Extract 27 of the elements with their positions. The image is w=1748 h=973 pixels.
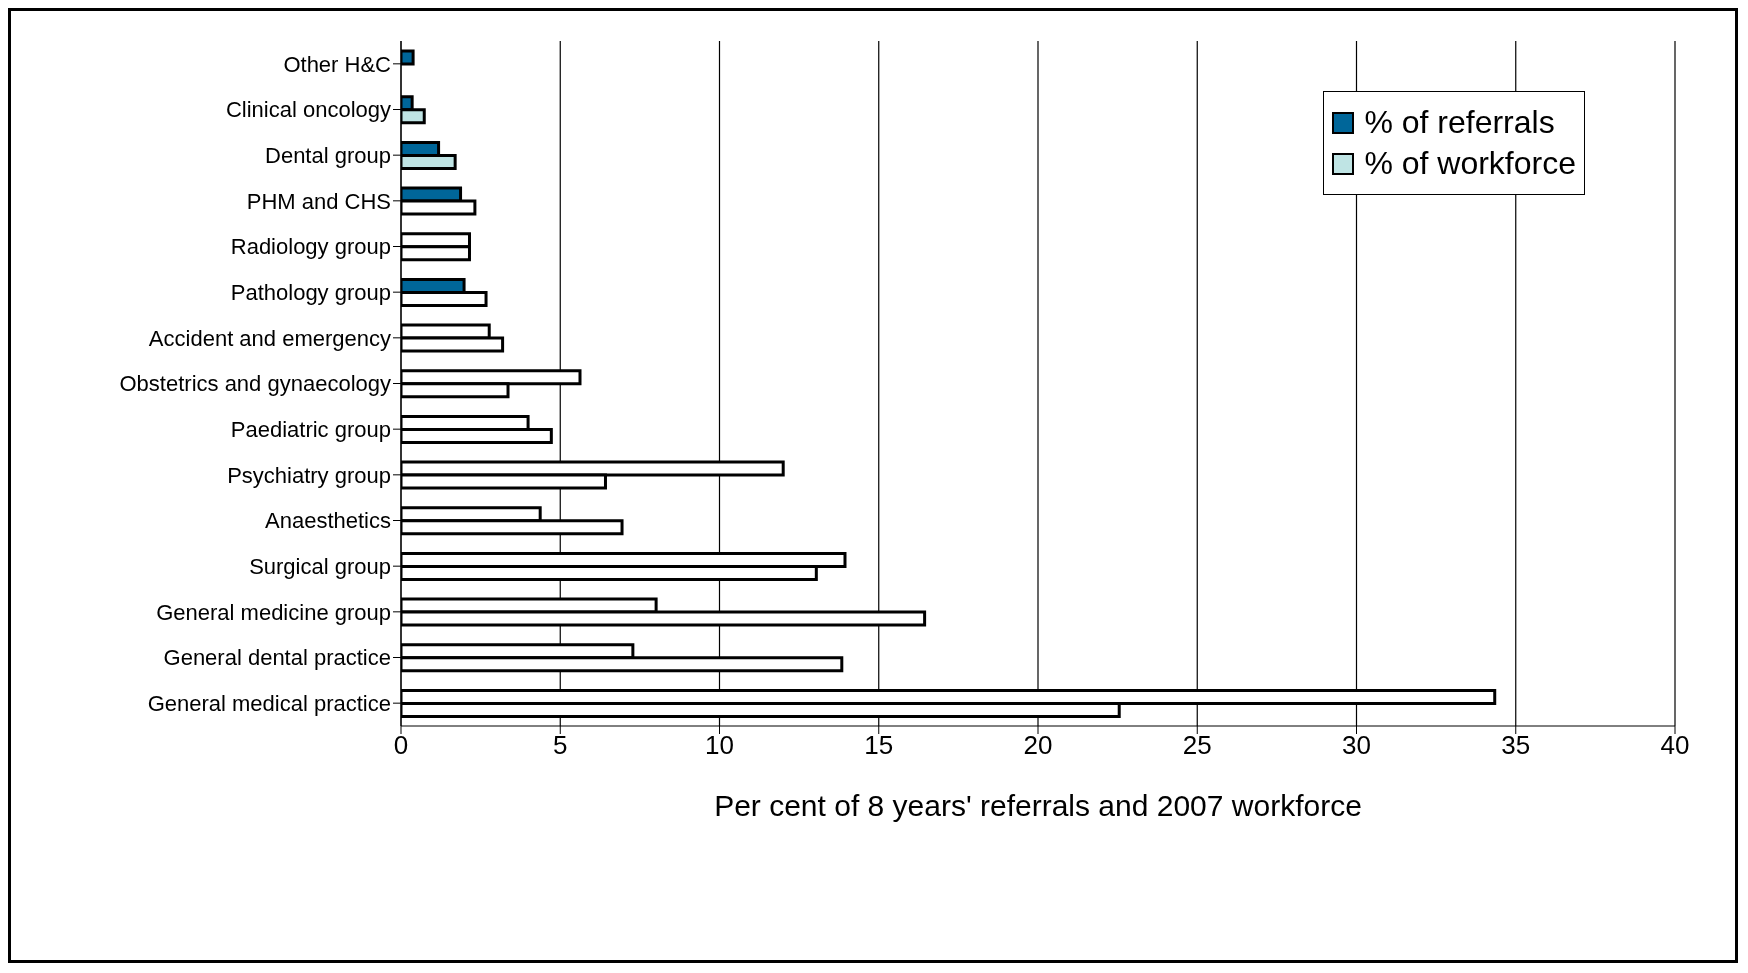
- x-tick-label: 40: [1660, 730, 1690, 761]
- y-tick-label: Obstetrics and gynaecology: [119, 371, 391, 397]
- x-tick-label: 0: [393, 730, 409, 761]
- x-tick-label: 20: [1023, 730, 1053, 761]
- x-tick-label: 35: [1501, 730, 1531, 761]
- y-tick-label: Anaesthetics: [265, 508, 391, 534]
- y-tick-label: Paediatric group: [230, 416, 391, 442]
- x-tick-label: 15: [864, 730, 894, 761]
- y-tick-label: Other H&C: [283, 51, 392, 77]
- y-tick-label: Accident and emergency: [148, 325, 391, 351]
- y-tick-label: Surgical group: [249, 553, 391, 579]
- y-tick-label: Clinical oncology: [225, 97, 391, 123]
- legend-label: % of workforce: [1364, 145, 1576, 182]
- x-tick-label: 25: [1182, 730, 1212, 761]
- x-axis-title: Per cent of 8 years' referrals and 2007 workforce: [714, 789, 1362, 822]
- x-tick-label: 10: [705, 730, 734, 761]
- y-tick-label: General dental practice: [163, 645, 391, 671]
- x-tick-label: 30: [1342, 730, 1371, 761]
- y-tick-label: Psychiatry group: [227, 462, 391, 488]
- legend-label: % of referrals: [1364, 104, 1555, 141]
- y-tick-label: Dental group: [265, 142, 391, 168]
- y-tick-label: General medical practice: [147, 690, 391, 716]
- x-tick-label: 5: [553, 730, 568, 761]
- y-tick-label: General medicine group: [156, 599, 391, 625]
- y-tick-label: Pathology group: [230, 279, 391, 305]
- y-tick-label: PHM and CHS: [246, 188, 391, 214]
- y-tick-label: Radiology group: [230, 234, 391, 260]
